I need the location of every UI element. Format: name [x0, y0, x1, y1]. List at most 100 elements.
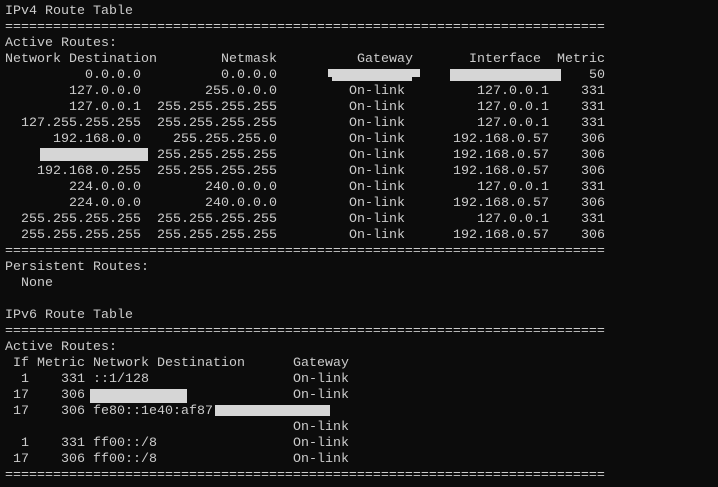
gateway-cell: On-link	[349, 148, 405, 163]
if-cell: 1	[21, 372, 29, 387]
netmask-cell: 255.255.255.255	[157, 116, 277, 131]
ipv4-route-row: 255.255.255.255 On-link 192.168.0.57 306	[5, 148, 605, 164]
if-cell: 17	[13, 452, 29, 467]
netmask-cell: 255.255.255.0	[173, 132, 277, 147]
netmask-cell: 240.0.0.0	[205, 196, 277, 211]
netmask-cell: 255.255.255.255	[157, 148, 277, 163]
ipv4-route-row: 224.0.0.0 240.0.0.0 On-link 127.0.0.1 331	[5, 180, 605, 196]
interface-cell: 192.168.0.57	[453, 164, 549, 179]
header-gateway: Gateway	[357, 52, 413, 67]
redaction-ipv4-interface	[450, 69, 561, 81]
netmask-cell: 0.0.0.0	[221, 68, 277, 83]
netmask-cell: 255.255.255.255	[157, 164, 277, 179]
metric-cell: 306	[581, 228, 605, 243]
metric-cell: 306	[61, 404, 85, 419]
gateway-cell: On-link	[293, 420, 349, 435]
destination-cell: ::1/128	[93, 372, 149, 387]
header-gateway: Gateway	[293, 356, 349, 371]
ipv4-route-row: 192.168.0.0 255.255.255.0 On-link 192.168.0…	[5, 132, 605, 148]
ipv4-route-row: 127.0.0.0 255.0.0.0 On-link 127.0.0.1 331	[5, 84, 605, 100]
metric-cell: 331	[581, 84, 605, 99]
header-destination: Network Destination	[5, 52, 157, 67]
ipv6-route-row: 17 306 ff00::/8 On-link	[5, 452, 605, 468]
ipv6-route-row: 17 306 fe80::1e40:af87	[5, 404, 605, 420]
ipv4-route-row: 255.255.255.255 255.255.255.255 On-link 127…	[5, 212, 605, 228]
gateway-cell: On-link	[349, 164, 405, 179]
separator: ========================================…	[5, 468, 605, 483]
interface-cell: 192.168.0.57	[453, 196, 549, 211]
netmask-cell: 255.255.255.255	[157, 100, 277, 115]
metric-cell: 306	[581, 132, 605, 147]
header-netmask: Netmask	[221, 52, 277, 67]
redaction-ipv6-destination	[90, 389, 187, 403]
interface-cell: 127.0.0.1	[477, 100, 549, 115]
if-cell: 17	[13, 388, 29, 403]
metric-cell: 331	[581, 100, 605, 115]
metric-cell: 306	[581, 196, 605, 211]
if-cell: 1	[21, 436, 29, 451]
destination-cell: 127.0.0.1	[69, 100, 141, 115]
ipv4-route-row: 127.0.0.1 255.255.255.255 On-link 127.0.0.1…	[5, 100, 605, 116]
ipv4-route-row: 0.0.0.0 0.0.0.0 50	[5, 68, 605, 84]
destination-cell: 192.168.0.255	[37, 164, 141, 179]
destination-cell: ff00::/8	[93, 436, 157, 451]
gateway-cell: On-link	[293, 372, 349, 387]
separator: ========================================…	[5, 20, 605, 35]
metric-cell: 306	[581, 164, 605, 179]
ipv6-active-routes-label: Active Routes:	[5, 340, 117, 355]
gateway-cell: On-link	[293, 388, 349, 403]
gateway-cell: On-link	[349, 116, 405, 131]
header-metric: Metric	[557, 52, 605, 67]
redaction-ipv6-fe80-suffix	[215, 405, 330, 416]
gateway-cell: On-link	[349, 84, 405, 99]
ipv6-header-row: If Metric Network Destination Gateway	[5, 356, 605, 372]
ipv4-route-row: 192.168.0.255 255.255.255.255 On-link 192.1…	[5, 164, 605, 180]
redaction-ipv4-gateway-lower	[332, 76, 412, 81]
interface-cell: 127.0.0.1	[477, 116, 549, 131]
ipv4-header-row: Network Destination Netmask Gateway Interfa…	[5, 52, 605, 68]
ipv4-title: IPv4 Route Table	[5, 4, 133, 19]
terminal-output: IPv4 Route Table ========================…	[5, 4, 605, 484]
interface-cell: 192.168.0.57	[453, 228, 549, 243]
blank-line	[5, 292, 605, 308]
netmask-cell: 255.255.255.255	[157, 212, 277, 227]
gateway-cell: On-link	[349, 100, 405, 115]
gateway-cell: On-link	[293, 436, 349, 451]
ipv6-route-row: 17 306 On-link	[5, 388, 605, 404]
header-if: If	[13, 356, 29, 371]
gateway-cell: On-link	[349, 196, 405, 211]
netmask-cell: 240.0.0.0	[205, 180, 277, 195]
destination-cell: 224.0.0.0	[69, 180, 141, 195]
interface-cell: 127.0.0.1	[477, 180, 549, 195]
destination-cell: 255.255.255.255	[21, 212, 141, 227]
if-cell: 17	[13, 404, 29, 419]
destination-cell: 255.255.255.255	[21, 228, 141, 243]
metric-cell: 331	[581, 116, 605, 131]
destination-cell: 127.0.0.0	[69, 84, 141, 99]
metric-cell: 306	[61, 452, 85, 467]
ipv6-route-row: 1 331 ff00::/8 On-link	[5, 436, 605, 452]
interface-cell: 127.0.0.1	[477, 212, 549, 227]
persistent-routes-label: Persistent Routes:	[5, 260, 149, 275]
interface-cell: 192.168.0.57	[453, 132, 549, 147]
metric-cell: 331	[61, 372, 85, 387]
destination-cell: ff00::/8	[93, 452, 157, 467]
redaction-ipv4-gateway	[328, 69, 420, 77]
ipv4-route-row: 255.255.255.255 255.255.255.255 On-link 192…	[5, 228, 605, 244]
header-metric: Metric	[37, 356, 85, 371]
gateway-cell: On-link	[293, 452, 349, 467]
ipv4-route-row: 127.255.255.255 255.255.255.255 On-link 127…	[5, 116, 605, 132]
persistent-routes-value: None	[5, 276, 53, 291]
gateway-cell: On-link	[349, 132, 405, 147]
gateway-cell: On-link	[349, 180, 405, 195]
netmask-cell: 255.0.0.0	[205, 84, 277, 99]
metric-cell: 331	[581, 212, 605, 227]
header-interface: Interface	[469, 52, 541, 67]
metric-cell: 331	[581, 180, 605, 195]
netmask-cell: 255.255.255.255	[157, 228, 277, 243]
gateway-cell: On-link	[349, 212, 405, 227]
destination-cell: fe80::1e40:af87	[93, 404, 213, 419]
metric-cell: 306	[61, 388, 85, 403]
separator: ========================================…	[5, 324, 605, 339]
redaction-ipv4-destination	[40, 148, 148, 161]
